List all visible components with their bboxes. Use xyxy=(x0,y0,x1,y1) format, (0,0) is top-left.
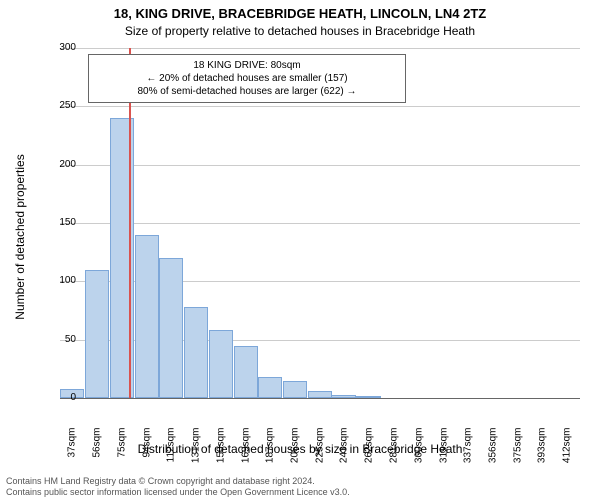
footer-attribution: Contains HM Land Registry data © Crown c… xyxy=(6,476,350,499)
x-tick-label: 281sqm xyxy=(388,428,399,478)
x-tick-label: 262sqm xyxy=(363,428,374,478)
footer-line: Contains public sector information licen… xyxy=(6,487,350,498)
x-tick-label: 337sqm xyxy=(462,428,473,478)
y-tick-label: 200 xyxy=(36,159,76,170)
histogram-bar xyxy=(85,270,110,398)
chart-title: 18, KING DRIVE, BRACEBRIDGE HEATH, LINCO… xyxy=(0,6,600,21)
y-tick-label: 0 xyxy=(36,392,76,403)
y-tick-label: 300 xyxy=(36,42,76,53)
annotation-line: ← 20% of detached houses are smaller (15… xyxy=(97,72,397,85)
x-tick-label: 150sqm xyxy=(216,428,227,478)
histogram-bar xyxy=(283,381,308,399)
histogram-bar xyxy=(135,235,160,398)
x-tick-label: 56sqm xyxy=(91,428,102,478)
x-tick-label: 131sqm xyxy=(190,428,201,478)
x-tick-label: 112sqm xyxy=(165,428,176,478)
x-tick-label: 37sqm xyxy=(66,428,77,478)
grid-line xyxy=(60,165,580,166)
x-tick-label: 300sqm xyxy=(413,428,424,478)
x-tick-label: 356sqm xyxy=(487,428,498,478)
histogram-bar xyxy=(110,118,135,398)
y-axis-label: Number of detached properties xyxy=(13,107,27,367)
x-tick-label: 243sqm xyxy=(338,428,349,478)
y-tick-label: 150 xyxy=(36,217,76,228)
histogram-bar xyxy=(159,258,184,398)
histogram-bar xyxy=(308,391,333,398)
annotation-line: 18 KING DRIVE: 80sqm xyxy=(97,59,397,72)
x-tick-label: 94sqm xyxy=(142,428,153,478)
histogram-bar xyxy=(184,307,209,398)
x-tick-label: 225sqm xyxy=(315,428,326,478)
histogram-bar xyxy=(234,346,259,399)
annotation-line: 80% of semi-detached houses are larger (… xyxy=(97,85,397,98)
x-tick-label: 393sqm xyxy=(536,428,547,478)
histogram-bar xyxy=(209,330,234,398)
x-tick-label: 319sqm xyxy=(439,428,450,478)
grid-line xyxy=(60,106,580,107)
x-tick-label: 206sqm xyxy=(289,428,300,478)
y-tick-label: 100 xyxy=(36,275,76,286)
grid-line xyxy=(60,223,580,224)
x-tick-label: 187sqm xyxy=(264,428,275,478)
x-tick-label: 75sqm xyxy=(117,428,128,478)
y-tick-label: 250 xyxy=(36,100,76,111)
histogram-bar xyxy=(258,377,283,398)
x-tick-label: 169sqm xyxy=(241,428,252,478)
grid-line xyxy=(60,48,580,49)
x-tick-label: 412sqm xyxy=(561,428,572,478)
x-tick-label: 375sqm xyxy=(512,428,523,478)
y-tick-label: 50 xyxy=(36,334,76,345)
chart-container: 18, KING DRIVE, BRACEBRIDGE HEATH, LINCO… xyxy=(0,0,600,500)
chart-subtitle: Size of property relative to detached ho… xyxy=(0,24,600,38)
annotation-box: 18 KING DRIVE: 80sqm← 20% of detached ho… xyxy=(88,54,406,103)
x-axis-line xyxy=(60,398,580,399)
plot-area: 18 KING DRIVE: 80sqm← 20% of detached ho… xyxy=(60,48,580,398)
